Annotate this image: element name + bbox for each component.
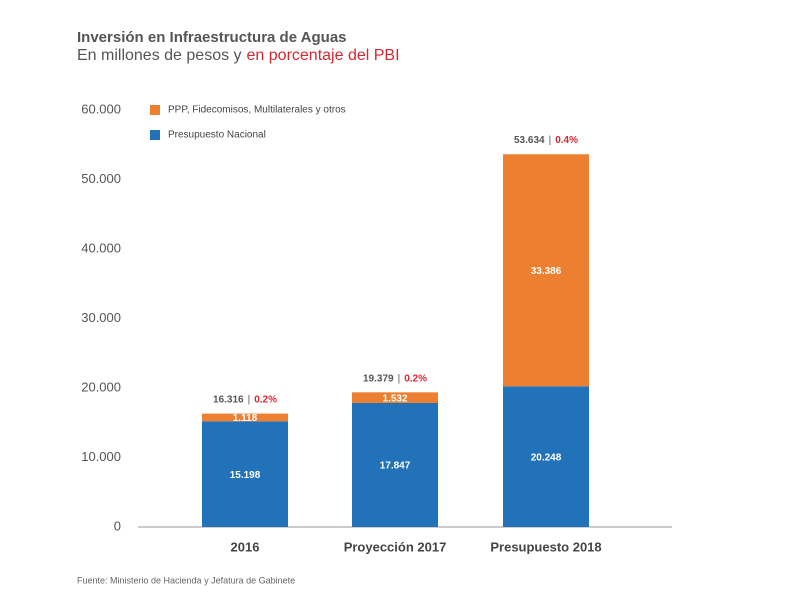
x-tick-label: 2016 xyxy=(231,539,260,554)
value-label: 1.118 xyxy=(233,413,258,424)
value-label: 17.847 xyxy=(380,461,411,472)
value-label: 20.248 xyxy=(531,452,562,463)
source: Fuente: Ministerio de Hacienda y Jefatur… xyxy=(77,575,295,585)
y-tick-label: 50.000 xyxy=(81,171,121,186)
separator: | xyxy=(398,373,401,384)
total-label: 19.379 | 0.2% xyxy=(363,373,427,384)
total-value: 53.634 xyxy=(514,135,545,146)
y-tick-label: 0 xyxy=(114,518,121,533)
chart-title: Inversión en Infraestructura de Aguas xyxy=(77,29,347,46)
legend-swatch xyxy=(150,130,160,140)
legend-swatch xyxy=(150,105,160,115)
bar-segment xyxy=(352,402,438,527)
y-tick-label: 60.000 xyxy=(81,101,121,116)
y-tick-label: 20.000 xyxy=(81,379,121,394)
x-tick-label: Presupuesto 2018 xyxy=(490,539,601,554)
total-label: 16.316 | 0.2% xyxy=(213,394,277,405)
subtitle-highlight: en porcentaje del PBI xyxy=(247,47,400,64)
y-tick-label: 30.000 xyxy=(81,310,121,325)
legend-label: Presupuesto Nacional xyxy=(168,130,266,141)
total-value: 19.379 xyxy=(363,373,394,384)
pbi-share: 0.2% xyxy=(404,373,427,384)
bar-segment xyxy=(503,154,589,387)
value-label: 1.532 xyxy=(382,393,407,404)
y-tick-label: 40.000 xyxy=(81,240,121,255)
bar-segment xyxy=(202,421,288,527)
value-label: 33.386 xyxy=(531,266,562,277)
total-label: 53.634 | 0.4% xyxy=(514,135,578,146)
bar-segment xyxy=(202,413,288,422)
total-value: 16.316 xyxy=(213,394,244,405)
pbi-share: 0.4% xyxy=(555,135,578,146)
separator: | xyxy=(549,135,552,146)
x-tick-label: Proyección 2017 xyxy=(344,539,447,554)
value-label: 15.198 xyxy=(230,470,261,481)
subtitle: En millones de pesos y xyxy=(77,47,242,64)
separator: | xyxy=(248,394,251,405)
y-tick-label: 10.000 xyxy=(81,449,121,464)
bar-segment xyxy=(352,392,438,403)
legend-label: PPP, Fidecomisos, Multilaterales y otros xyxy=(168,105,346,116)
chart-subtitle: En millones de pesos y en porcentaje del … xyxy=(77,47,400,64)
bar-segment xyxy=(503,386,589,527)
pbi-share: 0.2% xyxy=(254,394,277,405)
